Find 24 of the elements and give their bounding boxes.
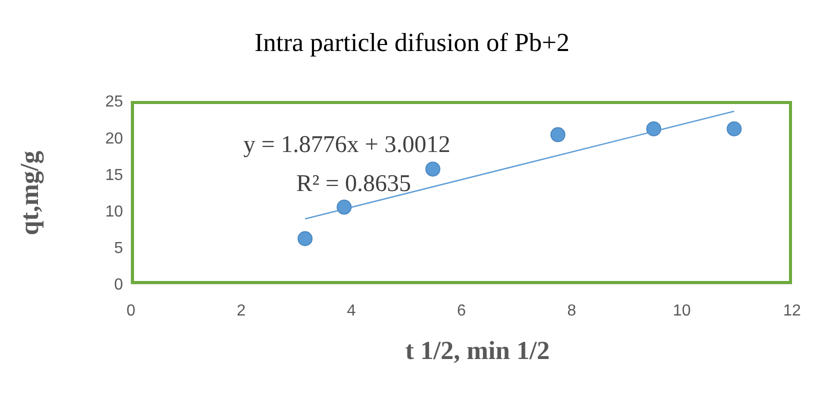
x-tick-label: 8 xyxy=(567,302,576,320)
point xyxy=(425,162,440,177)
x-tick-label: 2 xyxy=(236,302,246,320)
chart-title: Intra particle difusion of Pb+2 xyxy=(253,28,571,58)
x-tick-label: 10 xyxy=(672,302,691,320)
annotation: R² = 0.8635 xyxy=(296,170,411,198)
y-axis-title: qt,mg/g xyxy=(15,150,45,235)
y-tick-label: 5 xyxy=(114,240,124,258)
y-tick-label: 15 xyxy=(105,166,124,184)
x-tick-label: 4 xyxy=(346,302,356,320)
point xyxy=(726,121,742,136)
y-tick-label: 0 xyxy=(114,276,124,294)
y-tick-label: 20 xyxy=(105,130,124,148)
annotation: y = 1.8776x + 3.0012 xyxy=(243,132,450,160)
point xyxy=(336,200,352,215)
x-tick-label: 0 xyxy=(126,302,136,320)
point xyxy=(646,121,662,136)
point xyxy=(550,127,566,142)
y-tick-label: 25 xyxy=(105,94,124,111)
x-axis-title: t 1/2, min 1/2 xyxy=(404,336,551,366)
y-tick-label: 10 xyxy=(105,203,124,220)
point xyxy=(298,231,313,246)
x-tick-label: 12 xyxy=(783,302,801,320)
x-tick-label: 6 xyxy=(457,302,466,320)
